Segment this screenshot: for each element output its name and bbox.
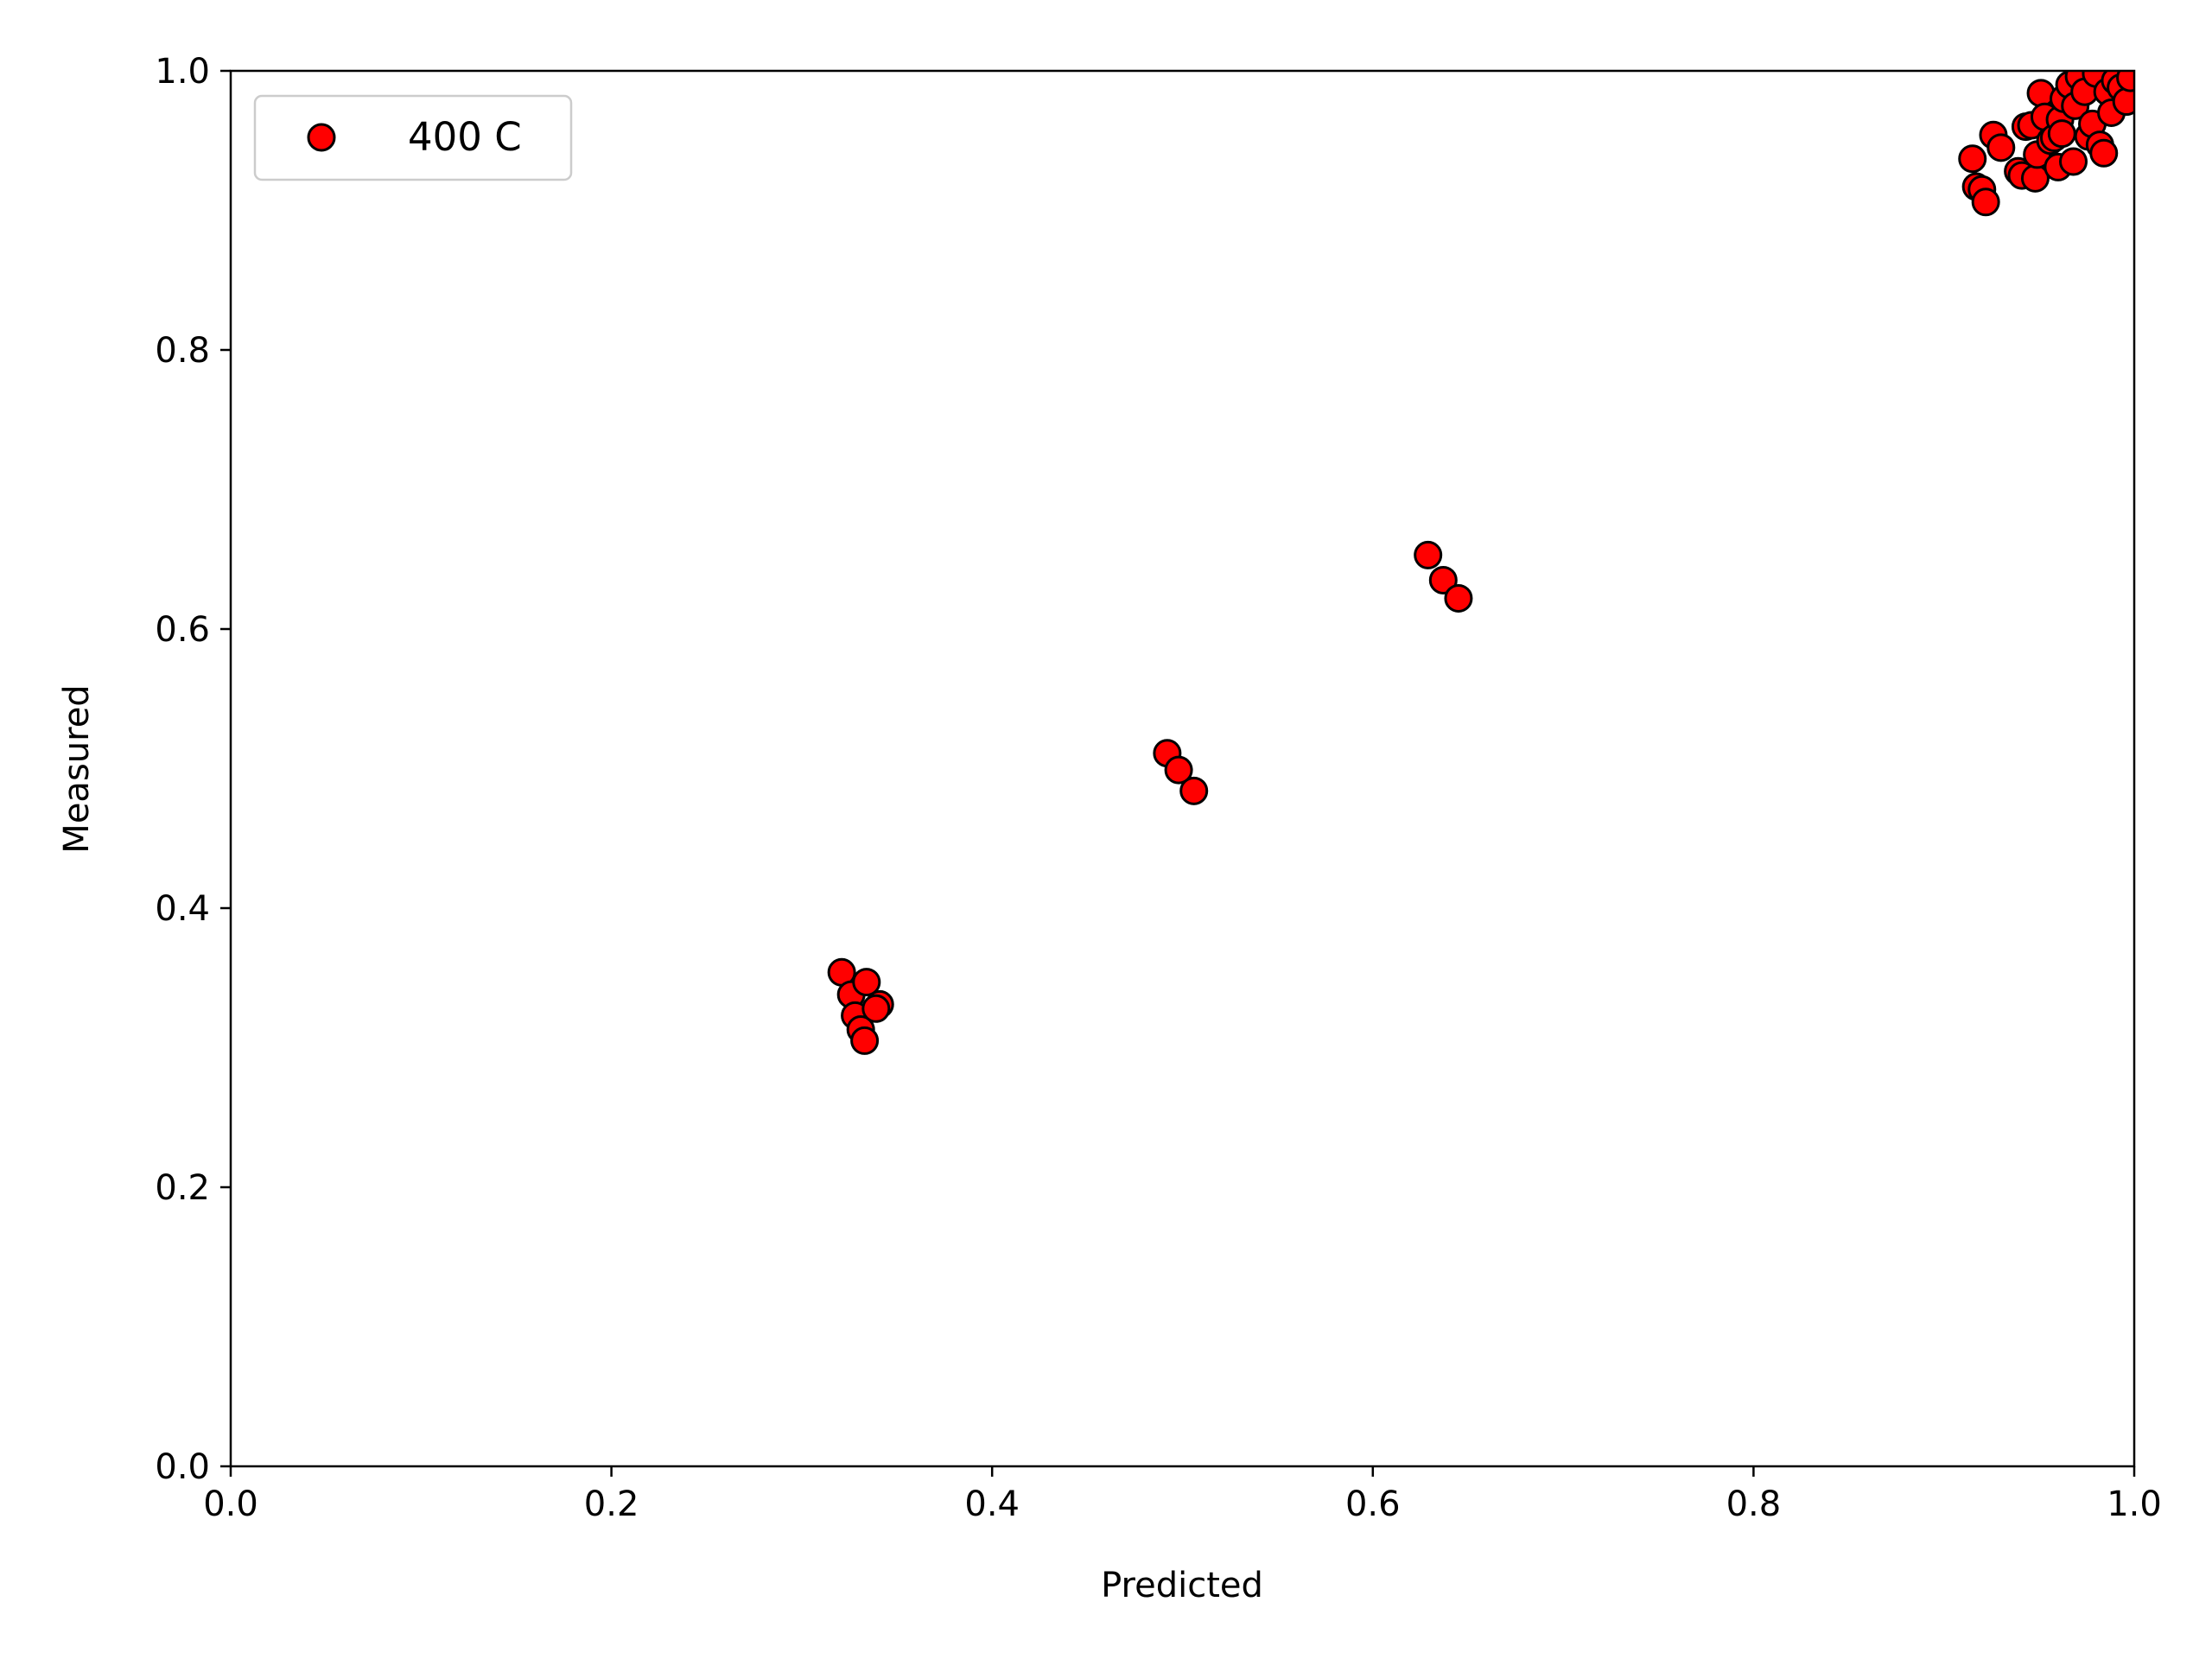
data-point [1986, 133, 2016, 162]
y-axis: 0.0 0.2 0.4 0.6 0.8 1.0 [155, 52, 231, 1487]
x-tick-label: 1.0 [2107, 1484, 2162, 1524]
legend-label: 400 C [408, 114, 522, 160]
x-axis: 0.0 0.2 0.4 0.6 0.8 1.0 [203, 1466, 2162, 1524]
legend: 400 C [253, 94, 573, 181]
points-layer [827, 71, 2134, 1055]
y-tick-label: 0.2 [155, 1168, 210, 1208]
data-point [2116, 71, 2134, 92]
data-point [850, 1026, 880, 1055]
data-point [1179, 776, 1209, 805]
data-point [852, 968, 881, 997]
x-axis-title: Predicted [1101, 1566, 1263, 1605]
data-point [1958, 144, 1987, 174]
data-point [1428, 565, 1458, 594]
y-tick-label: 0.6 [155, 610, 210, 650]
data-point [2089, 138, 2119, 168]
legend-marker [307, 123, 336, 152]
y-tick-label: 0.0 [155, 1447, 210, 1487]
data-point [2047, 119, 2076, 149]
data-point [1444, 583, 1473, 613]
y-axis-title: Measured [57, 684, 97, 853]
data-point [1971, 188, 2000, 217]
x-tick-label: 0.2 [584, 1484, 639, 1524]
y-tick-label: 1.0 [155, 52, 210, 92]
x-tick-label: 0.4 [964, 1484, 1020, 1524]
legend-box [253, 94, 573, 181]
data-point [1414, 540, 1443, 569]
data-point [2059, 147, 2088, 176]
plot-frame [229, 69, 2136, 1468]
x-tick-label: 0.0 [203, 1484, 258, 1524]
data-point [1164, 755, 1193, 785]
data-point [861, 994, 891, 1023]
y-tick-label: 0.4 [155, 889, 210, 929]
x-tick-label: 0.6 [1345, 1484, 1401, 1524]
y-tick-label: 0.8 [155, 331, 210, 371]
x-tick-label: 0.8 [1726, 1484, 1782, 1524]
